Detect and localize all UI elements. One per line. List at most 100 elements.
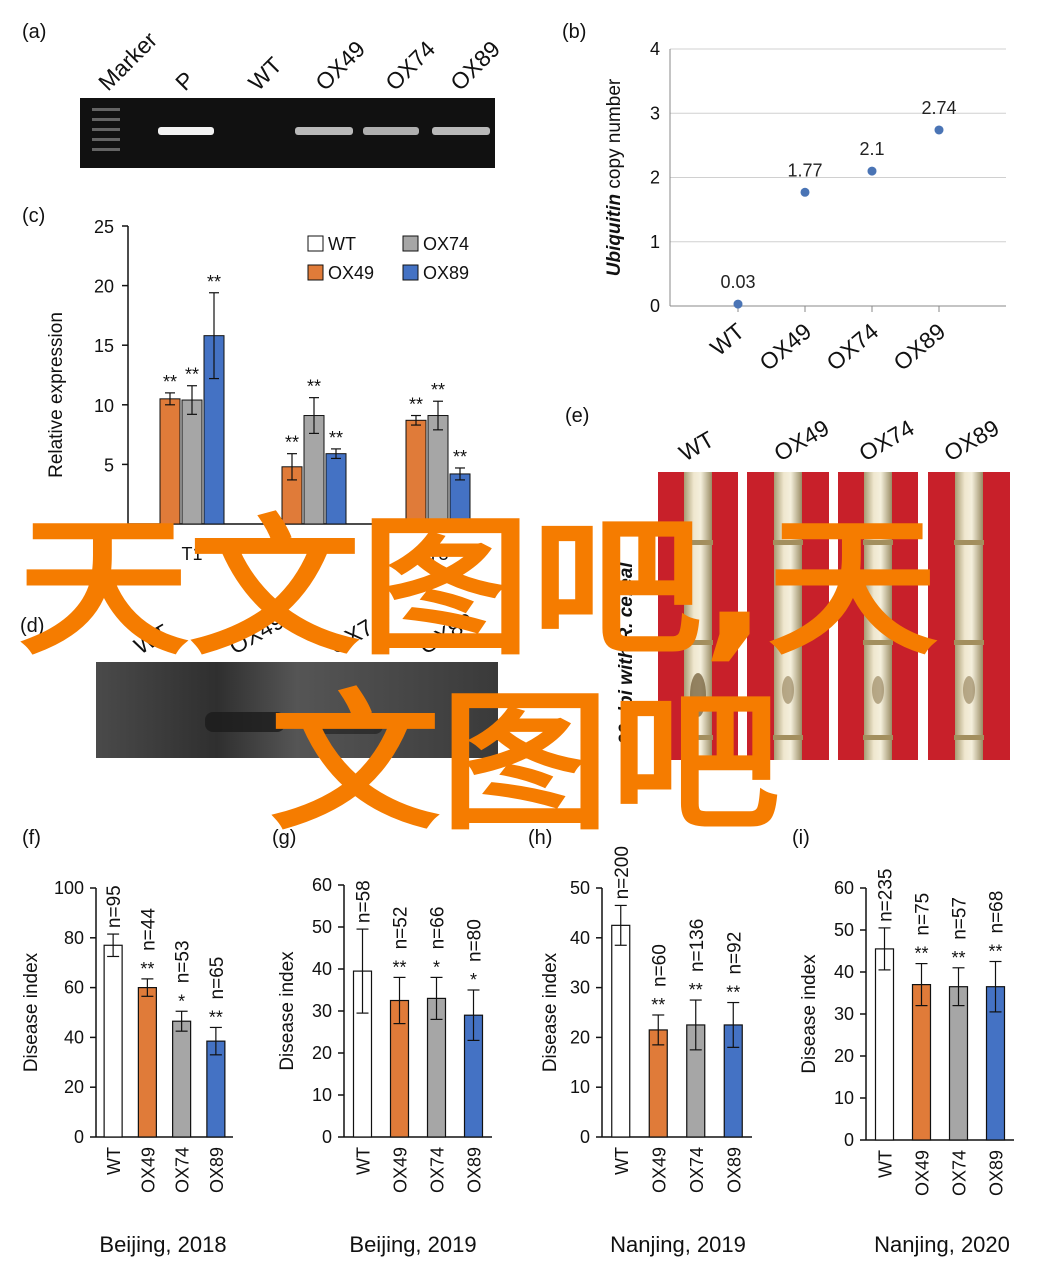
legend-swatch-ox89 xyxy=(402,264,419,281)
stem-node xyxy=(863,735,893,740)
y-tick-label: 20 xyxy=(64,1077,84,1097)
lane-label-ox49: OX49 xyxy=(310,36,370,96)
sample-size-label: n=68 xyxy=(987,891,1008,934)
y-tick-label: 40 xyxy=(64,1027,84,1047)
significance-marker: ** xyxy=(329,428,343,448)
plant-stem xyxy=(955,472,983,760)
sample-size-label: n=66 xyxy=(428,907,449,950)
panel-e: (e) WT OX49 OX74 OX89 60 dpi with R. cereal xyxy=(565,405,1010,760)
y-tick-label: 20 xyxy=(570,1027,590,1047)
lane-label-wt: WT xyxy=(243,52,287,96)
lane-label-ox74: OX74 xyxy=(380,35,440,95)
gel-band xyxy=(158,127,214,135)
plant-stem xyxy=(774,472,802,760)
significance-marker: ** xyxy=(726,983,740,1003)
panel-f-label: (f) xyxy=(22,827,41,849)
y-axis-title: Disease index xyxy=(540,952,561,1072)
stem-node xyxy=(773,735,803,740)
significance-marker: ** xyxy=(951,948,965,968)
location-caption: Nanjing, 2019 xyxy=(610,1232,746,1257)
stem-node xyxy=(863,640,893,645)
location-caption: Nanjing, 2020 xyxy=(874,1232,1010,1257)
panel-a: (a) Marker P WT OX49 OX74 OX89 xyxy=(22,21,505,168)
y-tick-label: 40 xyxy=(570,928,590,948)
marker-band xyxy=(92,128,120,131)
y-tick-label: 30 xyxy=(570,978,590,998)
location-caption: Beijing, 2019 xyxy=(349,1232,476,1257)
significance-marker: ** xyxy=(285,433,299,453)
sample-size-label: n=235 xyxy=(876,869,897,922)
x-tick-label-ox74: OX74 xyxy=(428,1147,448,1193)
bar-ox74 xyxy=(948,986,969,1141)
legend-label-ox49: OX49 xyxy=(328,263,374,283)
x-tick-label-ox74: OX74 xyxy=(687,1147,707,1193)
significance-marker: ** xyxy=(140,959,154,979)
y-tick-label: 5 xyxy=(104,455,114,475)
significance-marker: ** xyxy=(409,395,423,415)
y-tick-label: 30 xyxy=(834,1004,854,1024)
watermark-line1: 天文图吧,天 xyxy=(18,502,938,676)
y-tick-label: 3 xyxy=(650,103,660,123)
y-tick-label: 10 xyxy=(570,1077,590,1097)
bar-ox49 xyxy=(911,983,932,1141)
y-tick-label: 50 xyxy=(312,917,332,937)
watermark-line2: 文图吧 xyxy=(270,677,780,851)
panel-f: (f) 0 20 40 60 80 100 Disease index n=95 WT ** n=44… xyxy=(21,827,233,1257)
sample-size-label: n=44 xyxy=(138,908,159,951)
panel-d-label: (d) xyxy=(20,615,44,637)
significance-marker: * xyxy=(178,991,185,1011)
significance-marker: ** xyxy=(988,942,1002,962)
x-tick-label: OX89 xyxy=(888,318,950,376)
panel-b: (b) 0 1 2 3 4 Ubiquitin copy number 0.03 WT 1.77… xyxy=(562,21,1006,376)
bar-ox49 xyxy=(137,986,157,1138)
panel-e-label: (e) xyxy=(565,405,589,427)
y-tick-label: 60 xyxy=(64,978,84,998)
significance-marker: ** xyxy=(209,1007,223,1027)
legend-label-ox89: OX89 xyxy=(423,263,469,283)
significance-marker: ** xyxy=(163,372,177,392)
blot-band xyxy=(205,712,285,732)
stem-node xyxy=(954,735,984,740)
y-tick-label: 25 xyxy=(94,217,114,237)
marker-band xyxy=(92,148,120,151)
stem-lesion xyxy=(782,676,794,704)
significance-marker: ** xyxy=(689,980,703,1000)
photo-lane-label-ox89: OX89 xyxy=(940,414,1004,466)
y-axis-title: Disease index xyxy=(799,954,820,1074)
x-tick-label-ox89: OX89 xyxy=(465,1147,485,1193)
significance-marker: ** xyxy=(392,957,406,977)
y-tick-label: 50 xyxy=(570,878,590,898)
stem-node xyxy=(773,540,803,545)
y-tick-label: 10 xyxy=(94,396,114,416)
bar-ox89 xyxy=(206,1040,226,1138)
sample-size-label: n=60 xyxy=(649,944,670,987)
blot-band xyxy=(305,716,383,734)
x-tick-label: OX49 xyxy=(754,318,816,376)
sample-size-label: n=53 xyxy=(173,940,194,983)
lane-label-marker: Marker xyxy=(93,26,162,95)
x-tick-label-wt: WT xyxy=(104,1147,124,1175)
x-tick-label-ox89: OX89 xyxy=(987,1150,1007,1196)
marker-band xyxy=(92,118,120,121)
x-tick-label-ox89: OX89 xyxy=(207,1147,227,1193)
y-axis-title-rest: copy number xyxy=(604,78,625,194)
photo-lane-label-ox49: OX49 xyxy=(770,414,834,466)
y-tick-label: 0 xyxy=(580,1127,590,1147)
significance-marker: ** xyxy=(185,365,199,385)
photo-lane-label-ox74: OX74 xyxy=(855,414,919,466)
location-caption: Beijing, 2018 xyxy=(99,1232,226,1257)
x-tick-label-ox49: OX49 xyxy=(913,1150,933,1196)
panel-a-label: (a) xyxy=(22,21,46,43)
data-label: 2.74 xyxy=(921,98,956,118)
sample-size-label: n=57 xyxy=(950,897,971,940)
significance-marker: ** xyxy=(453,447,467,467)
legend-label-ox74: OX74 xyxy=(423,234,469,254)
photo-lane-label-wt: WT xyxy=(675,426,719,466)
x-tick-label: OX74 xyxy=(821,318,883,376)
panel-h: (h) 0 10 20 30 40 50 Disease index n=200 WT ** n=60… xyxy=(528,827,752,1257)
y-tick-label: 20 xyxy=(312,1043,332,1063)
y-tick-label: 60 xyxy=(834,878,854,898)
sample-size-label: n=58 xyxy=(354,880,375,923)
marker-band xyxy=(92,138,120,141)
